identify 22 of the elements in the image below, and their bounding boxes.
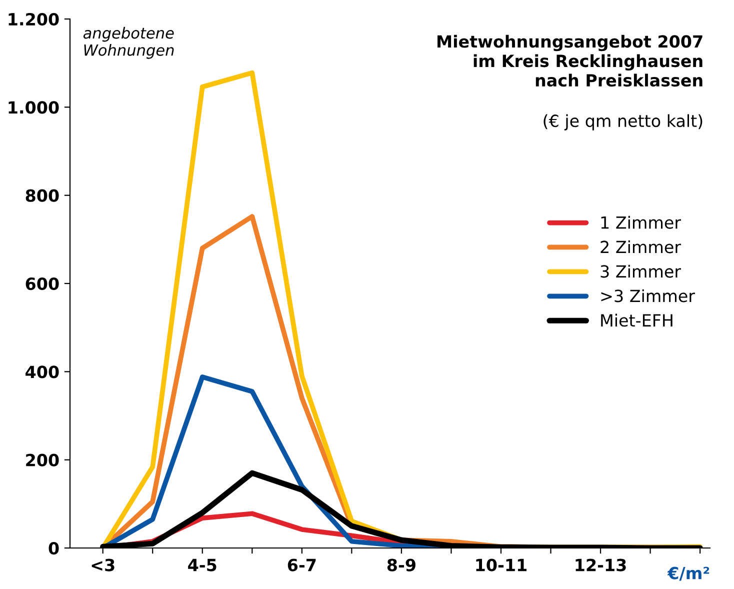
y-tick-label: 600 (26, 277, 59, 290)
x-tick-label: 4-5 (188, 558, 216, 572)
legend-label: 3 Zimmer (600, 264, 682, 278)
y-tick-label: 1.200 (8, 12, 59, 26)
y-axis-title: angebotene Wohnungen (83, 26, 174, 59)
text: Mietwohnungsangebot 2007 im Kreis Recklinghausen nach Preisklassen (438, 34, 702, 87)
x-tick-label: 8-9 (387, 558, 416, 572)
y-tick-label: 800 (26, 189, 59, 202)
x-tick-label: 12-13 (576, 558, 626, 572)
legend-label: 2 Zimmer (600, 240, 682, 254)
text: (€ je qm netto kalt) (544, 114, 702, 130)
y-tick-label: 200 (26, 454, 59, 466)
y-tick-label: 400 (26, 366, 59, 378)
legend-label: >3 Zimmer (601, 289, 695, 302)
y-tick-label: 0 (48, 542, 59, 555)
y-tick-label: 1.000 (8, 101, 59, 114)
x-tick-label: 6-7 (288, 558, 316, 572)
x-tick-label: <3 (92, 558, 114, 572)
legend-label: 1 Zimmer (601, 216, 682, 229)
x-tick-label: 10-11 (476, 558, 526, 572)
x-axis-title: €/m² (667, 566, 710, 581)
legend-label: Miet-EFH (601, 314, 672, 327)
